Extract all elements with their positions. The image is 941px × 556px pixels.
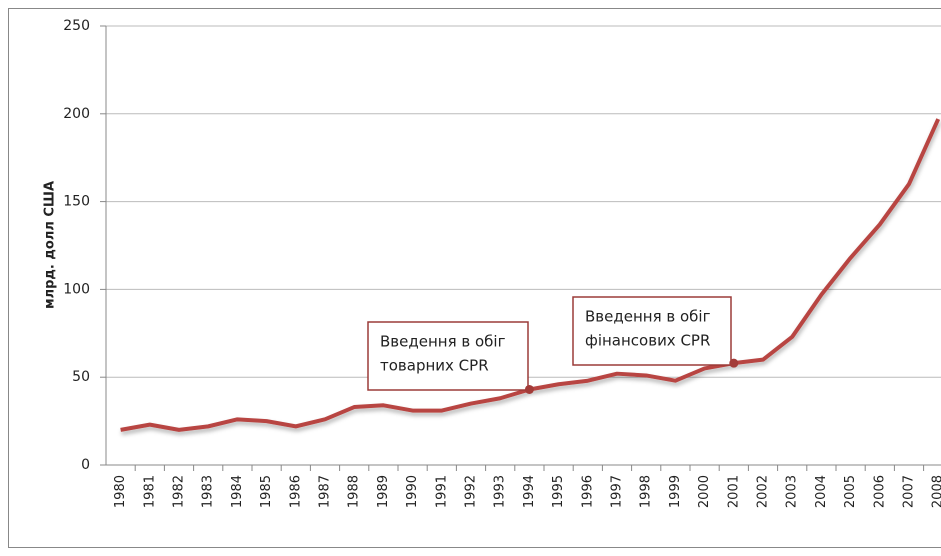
- y-tick-label: 250: [63, 18, 90, 34]
- x-tick-label: 1980: [113, 475, 128, 508]
- x-tick-label: 1993: [493, 475, 508, 508]
- x-tick-label: 1987: [318, 475, 333, 508]
- x-tick-label: 1981: [142, 475, 157, 508]
- x-tick-label: 2000: [697, 475, 712, 508]
- y-tick-label: 100: [63, 281, 90, 297]
- y-tick-label: 50: [72, 369, 90, 385]
- x-tick-label: 1989: [376, 475, 391, 508]
- x-tick-label: 2002: [756, 475, 771, 508]
- x-tick-label: 1994: [522, 475, 537, 508]
- x-tick-label: 1984: [230, 475, 245, 508]
- annotation-box: [572, 296, 732, 366]
- x-tick-label: 1988: [347, 475, 362, 508]
- chart-border: [8, 8, 941, 548]
- x-tick-label: 2001: [726, 475, 741, 508]
- x-tick-label: 1985: [259, 475, 274, 508]
- x-tick-label: 1990: [405, 475, 420, 508]
- x-tick-label: 2006: [872, 475, 887, 508]
- annotation-box: [367, 321, 529, 391]
- x-tick-label: 1998: [639, 475, 654, 508]
- x-tick-label: 2005: [843, 475, 858, 508]
- annotation-text: Введення в обіг: [380, 333, 506, 351]
- annotation-text: фінансових CPR: [585, 332, 710, 350]
- x-tick-label: 1999: [668, 475, 683, 508]
- x-tick-label: 1986: [288, 475, 303, 508]
- x-tick-label: 1997: [610, 475, 625, 508]
- x-tick-label: 1991: [434, 475, 449, 508]
- annotation-text: Введення в обіг: [585, 308, 711, 326]
- x-tick-label: 1983: [201, 475, 216, 508]
- x-tick-label: 2008: [931, 475, 941, 508]
- x-tick-label: 2003: [785, 475, 800, 508]
- x-tick-label: 2004: [814, 475, 829, 508]
- x-tick-label: 1982: [172, 475, 187, 508]
- annotation-marker: [729, 358, 739, 368]
- x-tick-label: 1996: [580, 475, 595, 508]
- x-tick-label: 1992: [464, 475, 479, 508]
- x-tick-label: 2007: [902, 475, 917, 508]
- annotation-marker: [524, 384, 534, 394]
- y-axis-label: млрд. долл США: [43, 181, 58, 309]
- data-line: [120, 118, 941, 432]
- x-tick-label: 1995: [551, 475, 566, 508]
- y-tick-label: 200: [63, 106, 90, 122]
- y-tick-label: 150: [63, 194, 90, 210]
- annotation-text: товарних CPR: [380, 357, 489, 375]
- y-tick-label: 0: [81, 457, 90, 473]
